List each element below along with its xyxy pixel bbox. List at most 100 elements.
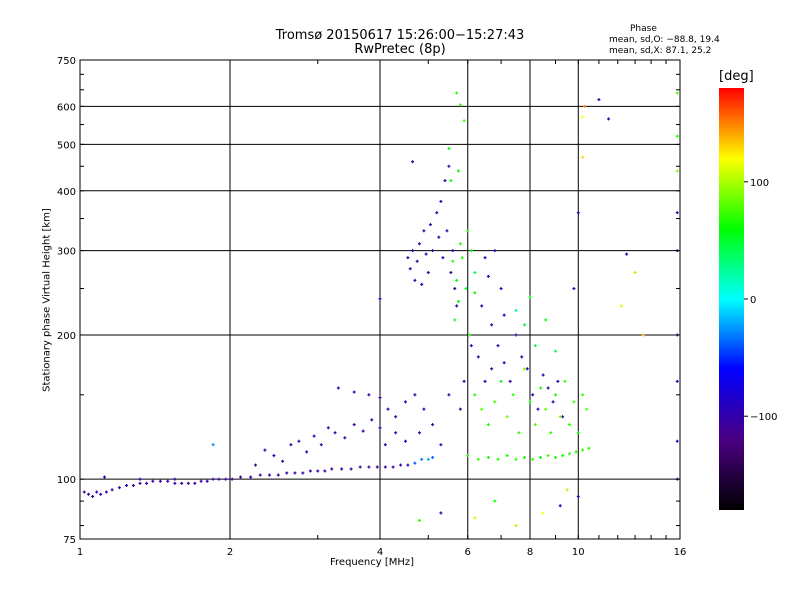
data-point — [205, 479, 209, 483]
data-point — [386, 407, 390, 411]
data-point — [556, 379, 560, 383]
data-point — [166, 479, 170, 483]
data-point — [493, 499, 497, 503]
data-point — [551, 400, 555, 404]
data-point — [520, 355, 524, 359]
data-point — [466, 229, 470, 233]
data-point — [428, 223, 432, 227]
data-point — [473, 291, 477, 295]
data-point — [675, 134, 679, 138]
data-point — [455, 91, 459, 95]
data-point — [502, 361, 506, 365]
data-point — [415, 259, 419, 263]
data-point — [576, 431, 580, 435]
data-point — [633, 271, 637, 275]
data-point — [517, 431, 521, 435]
data-point — [462, 119, 466, 123]
data-point — [480, 304, 484, 308]
data-point — [469, 249, 473, 253]
data-point — [460, 256, 464, 260]
data-point — [583, 104, 587, 108]
data-point — [367, 465, 371, 469]
grid-layer — [80, 60, 680, 539]
data-point — [281, 459, 285, 463]
data-point — [466, 454, 470, 458]
colorbar-gradient — [719, 88, 744, 510]
data-point — [249, 475, 253, 479]
data-point — [581, 393, 585, 397]
data-point — [408, 267, 412, 271]
data-point — [581, 115, 585, 119]
data-point — [514, 457, 518, 461]
data-point — [576, 211, 580, 215]
data-point — [675, 211, 679, 215]
phase-stats-x-mode: mean, sd,X: 87.1, 25.2 — [609, 46, 712, 56]
data-point — [99, 492, 103, 496]
data-point — [145, 481, 149, 485]
data-point — [453, 318, 457, 322]
axis-ticks: 1 2 4 6 8 10 16 75 100 200 300 400 500 600 750 — [57, 56, 686, 558]
data-point — [581, 155, 585, 159]
y-tick-label: 600 — [57, 102, 76, 113]
data-points — [82, 91, 679, 528]
data-point — [496, 344, 500, 348]
data-point — [297, 439, 301, 443]
y-tick-label: 300 — [57, 247, 76, 258]
data-point — [486, 423, 490, 427]
data-point — [675, 379, 679, 383]
data-point — [505, 415, 509, 419]
data-point — [541, 373, 545, 377]
data-point — [572, 400, 576, 404]
data-point — [312, 434, 316, 438]
data-point — [406, 256, 410, 260]
data-point — [258, 473, 262, 477]
data-point — [358, 465, 362, 469]
data-point — [125, 483, 129, 487]
data-point — [539, 455, 543, 459]
data-point — [455, 304, 459, 308]
data-point — [370, 418, 374, 422]
data-point — [558, 504, 562, 508]
data-point — [375, 465, 379, 469]
data-point — [403, 400, 407, 404]
y-tick-label: 500 — [57, 140, 76, 151]
y-tick-label: 400 — [57, 187, 76, 198]
data-point — [293, 471, 297, 475]
data-point — [378, 297, 382, 301]
data-point — [276, 473, 280, 477]
data-point — [326, 426, 330, 430]
data-point — [486, 274, 490, 278]
data-point — [445, 229, 449, 233]
data-point — [180, 481, 184, 485]
data-point — [263, 448, 267, 452]
data-point — [528, 400, 532, 404]
data-point — [151, 479, 155, 483]
data-point — [451, 259, 455, 263]
data-point — [523, 455, 527, 459]
data-point — [449, 179, 453, 183]
data-point — [406, 463, 410, 467]
data-point — [420, 282, 424, 286]
data-point — [641, 333, 645, 337]
data-point — [411, 249, 415, 253]
data-point — [549, 431, 553, 435]
data-point — [502, 313, 506, 317]
x-tick-label: 10 — [572, 547, 585, 558]
data-point — [473, 271, 477, 275]
data-point — [528, 295, 532, 299]
data-point — [511, 393, 515, 397]
data-point — [473, 393, 477, 397]
data-point — [531, 457, 535, 461]
data-point — [675, 439, 679, 443]
data-point — [138, 477, 142, 481]
data-point — [352, 423, 356, 427]
data-point — [394, 415, 398, 419]
data-point — [462, 379, 466, 383]
data-point — [455, 278, 459, 282]
data-point — [574, 450, 578, 454]
data-point — [426, 457, 430, 461]
data-point — [413, 393, 417, 397]
data-point — [285, 471, 289, 475]
data-point — [563, 379, 567, 383]
data-point — [476, 355, 480, 359]
